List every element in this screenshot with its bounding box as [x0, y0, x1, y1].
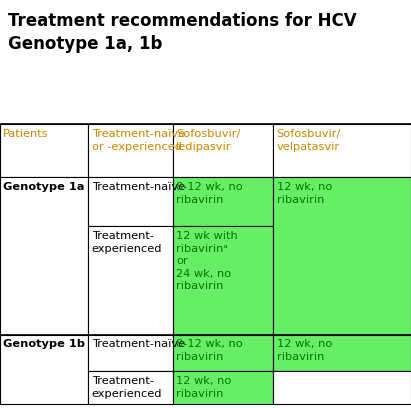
Bar	[273, 335, 411, 371]
Bar	[88, 335, 173, 371]
Bar	[173, 335, 273, 371]
Text: Treatment-
experienced: Treatment- experienced	[92, 376, 162, 399]
Text: Treatment-naïve
or -experienced: Treatment-naïve or -experienced	[92, 129, 185, 152]
Text: Treatment recommendations for HCV
Genotype 1a, 1b: Treatment recommendations for HCV Genoty…	[8, 12, 357, 53]
Text: Treatment-
experienced: Treatment- experienced	[92, 231, 162, 254]
Bar	[173, 177, 273, 226]
Bar	[88, 371, 173, 404]
Text: 8-12 wk, no
ribavirin: 8-12 wk, no ribavirin	[176, 339, 242, 362]
Bar	[273, 371, 411, 404]
Text: 12 wk, no
ribavirin: 12 wk, no ribavirin	[176, 376, 231, 399]
Bar	[88, 124, 173, 177]
Bar	[0, 177, 88, 335]
Text: Sofosbuvir/
ledipasvir: Sofosbuvir/ ledipasvir	[176, 129, 240, 152]
Bar	[173, 124, 273, 177]
Bar	[0, 124, 88, 177]
Text: 12 wk, no
ribavirin: 12 wk, no ribavirin	[277, 182, 332, 205]
Bar	[0, 335, 88, 404]
Text: Genotype 1b: Genotype 1b	[3, 339, 85, 350]
Text: Treatment-naïve: Treatment-naïve	[92, 339, 185, 350]
Text: Genotype 1a: Genotype 1a	[3, 182, 85, 193]
Bar	[88, 177, 173, 226]
Text: Treatment-naïve: Treatment-naïve	[92, 182, 185, 193]
Text: Patients: Patients	[3, 129, 49, 140]
Text: 12 wk, no
ribavirin: 12 wk, no ribavirin	[277, 339, 332, 362]
Bar	[273, 124, 411, 177]
Bar	[173, 371, 273, 404]
Text: Sofosbuvir/
velpatasvir: Sofosbuvir/ velpatasvir	[277, 129, 341, 152]
Bar	[88, 226, 173, 335]
Text: 8-12 wk, no
ribavirin: 8-12 wk, no ribavirin	[176, 182, 242, 205]
Bar	[173, 226, 273, 335]
Bar	[273, 177, 411, 335]
Text: 12 wk with
ribavirinᵃ
or
24 wk, no
ribavirin: 12 wk with ribavirinᵃ or 24 wk, no ribav…	[176, 231, 238, 291]
